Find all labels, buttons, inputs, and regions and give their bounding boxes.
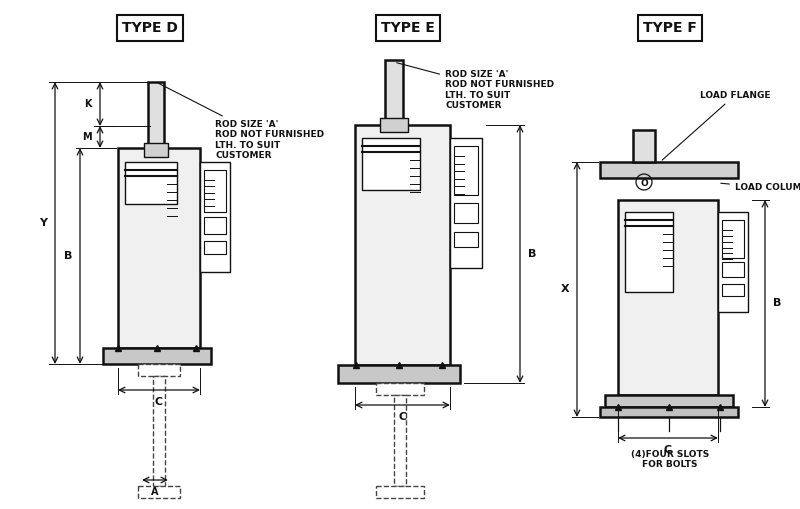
Text: B: B (64, 251, 72, 261)
Bar (633, 130, 655, 162)
Bar (380, 118, 408, 132)
Bar (125, 162, 177, 204)
Bar (722, 262, 744, 277)
Text: TYPE E: TYPE E (381, 21, 435, 35)
Bar (138, 364, 180, 376)
Bar (144, 143, 168, 157)
Text: M: M (82, 132, 92, 142)
Bar (722, 284, 744, 296)
Bar (376, 486, 424, 498)
Bar (200, 162, 230, 272)
Bar (376, 383, 424, 395)
Bar (605, 395, 733, 407)
Text: C: C (664, 445, 672, 455)
Bar (718, 212, 748, 312)
Text: ROD SIZE 'A'
ROD NOT FURNISHED
LTH. TO SUIT
CUSTOMER: ROD SIZE 'A' ROD NOT FURNISHED LTH. TO S… (158, 83, 324, 160)
Text: B: B (528, 249, 536, 259)
Bar (450, 138, 482, 268)
Bar (722, 220, 744, 258)
Text: ROD SIZE 'A'
ROD NOT FURNISHED
LTH. TO SUIT
CUSTOMER: ROD SIZE 'A' ROD NOT FURNISHED LTH. TO S… (397, 63, 554, 110)
Bar (355, 125, 450, 365)
Bar (454, 203, 478, 222)
Text: TYPE D: TYPE D (122, 21, 178, 35)
Bar (625, 212, 673, 292)
Text: X: X (560, 285, 569, 295)
Text: B: B (773, 298, 782, 308)
Text: LOAD FLANGE: LOAD FLANGE (662, 91, 770, 160)
Text: Y: Y (39, 218, 47, 228)
Bar (385, 60, 403, 125)
Bar (204, 217, 226, 234)
Bar (204, 241, 226, 254)
Bar (454, 146, 478, 195)
Bar (338, 365, 460, 383)
Text: O: O (640, 179, 648, 187)
Text: C: C (155, 397, 163, 407)
Text: (4)FOUR SLOTS
FOR BOLTS: (4)FOUR SLOTS FOR BOLTS (631, 450, 709, 469)
Bar (148, 82, 164, 148)
Bar (394, 395, 406, 486)
Bar (118, 148, 200, 348)
Bar (618, 200, 718, 395)
Bar (103, 348, 211, 364)
Bar (362, 138, 420, 190)
Text: TYPE F: TYPE F (643, 21, 697, 35)
Bar (600, 407, 738, 417)
Bar (600, 162, 738, 178)
Bar (204, 170, 226, 212)
Bar (138, 486, 180, 498)
Bar (153, 376, 165, 486)
Text: A: A (151, 487, 158, 497)
Text: C: C (398, 412, 406, 422)
Text: LOAD COLUMN: LOAD COLUMN (721, 183, 800, 192)
Bar (454, 232, 478, 247)
Text: K: K (85, 99, 92, 109)
